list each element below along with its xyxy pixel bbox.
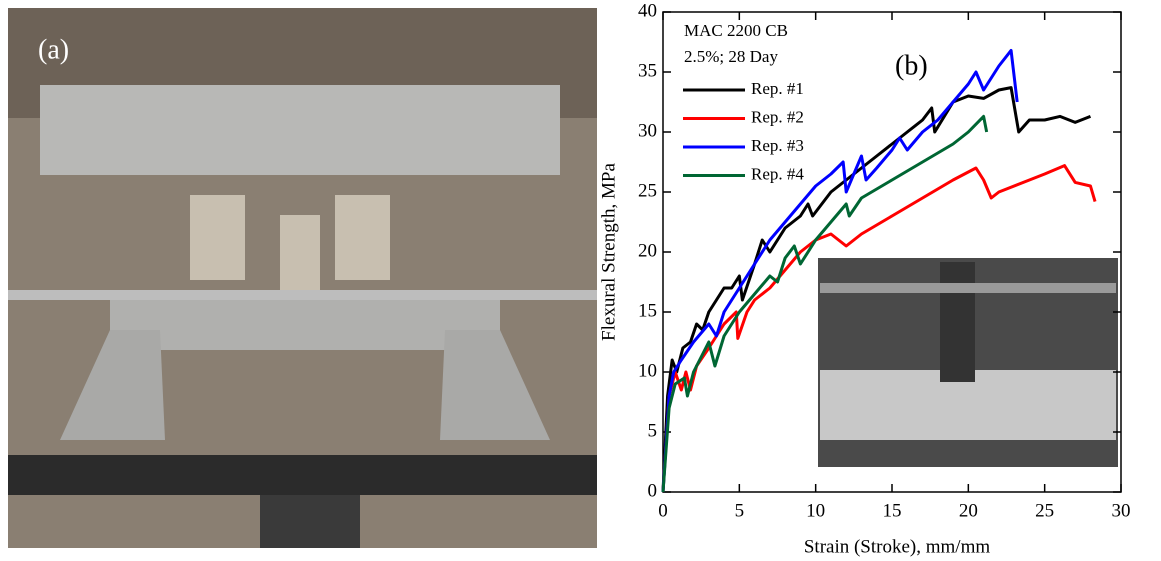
y-axis-label: Flexural Strength, MPa — [598, 163, 619, 341]
x-axis-label: Strain (Stroke), mm/mm — [804, 536, 991, 557]
block — [190, 195, 245, 280]
support — [60, 330, 165, 440]
legend-label: Rep. #4 — [751, 164, 804, 183]
series-line — [661, 114, 989, 493]
inset-rod — [820, 283, 1116, 293]
x-tick-label: 5 — [735, 500, 745, 521]
y-tick-label: 20 — [638, 240, 657, 261]
panel-label: (b) — [895, 50, 928, 81]
y-tick-label: 35 — [638, 60, 657, 81]
x-tick-label: 15 — [883, 500, 902, 521]
x-tick-label: 20 — [959, 500, 978, 521]
beam — [110, 300, 500, 350]
y-tick-label: 15 — [638, 300, 657, 321]
legend-label: Rep. #3 — [751, 136, 804, 155]
block — [280, 215, 320, 290]
support — [440, 330, 550, 440]
x-tick-label: 0 — [658, 500, 668, 521]
x-tick-label: 30 — [1112, 500, 1131, 521]
annotation: 2.5%; 28 Day — [684, 47, 778, 66]
y-tick-label: 0 — [648, 480, 658, 501]
base — [260, 495, 360, 548]
y-tick-label: 5 — [648, 420, 658, 441]
x-tick-label: 10 — [806, 500, 825, 521]
annotation: MAC 2200 CB — [684, 21, 788, 40]
inset-fixture — [940, 262, 975, 382]
legend-label: Rep. #2 — [751, 107, 804, 126]
series-line — [661, 48, 1019, 493]
series-line — [661, 86, 1092, 493]
y-tick-label: 40 — [638, 0, 657, 21]
block — [335, 195, 390, 280]
y-tick-label: 25 — [638, 180, 657, 201]
x-tick-label: 25 — [1035, 500, 1054, 521]
photo: (a) — [8, 8, 597, 548]
base-rail — [8, 455, 597, 495]
rod — [8, 290, 597, 300]
y-tick-label: 30 — [638, 120, 657, 141]
legend-label: Rep. #1 — [751, 79, 804, 98]
y-tick-label: 10 — [638, 360, 657, 381]
panel-label: (a) — [38, 34, 69, 65]
loading-plate — [40, 85, 560, 175]
